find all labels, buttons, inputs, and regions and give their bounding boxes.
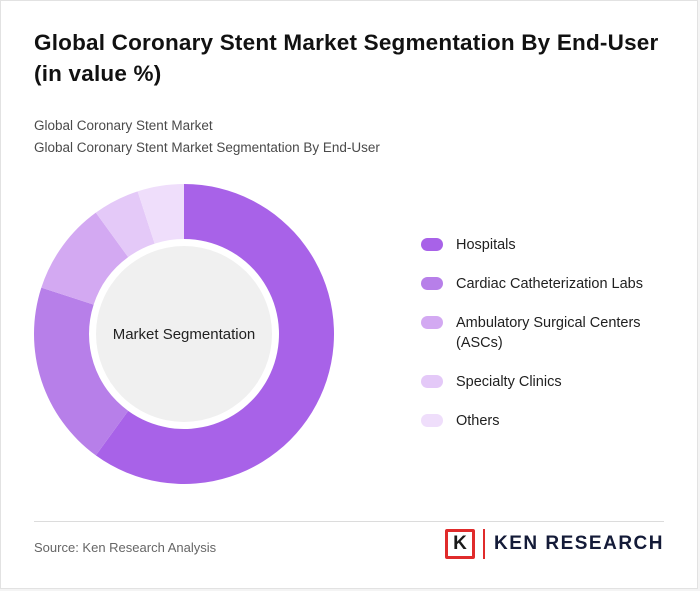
legend-item-ascs: Ambulatory Surgical Centers (ASCs) (421, 313, 679, 353)
donut-slice-2 (41, 212, 129, 305)
legend-swatch-cardiac-cath-labs (421, 277, 443, 290)
footer-divider (34, 521, 664, 522)
source-text: Source: Ken Research Analysis (34, 540, 217, 555)
legend-label-others: Others (456, 413, 500, 429)
subtitle-block: Global Coronary Stent Market Global Coro… (34, 115, 380, 160)
logo-wordmark: KEN RESEARCH (493, 533, 664, 554)
legend-label-specialty-clinics: Specialty Clinics (456, 374, 562, 390)
logo-k-icon: K (444, 529, 475, 559)
chart-legend: Hospitals Cardiac Catheterization Labs A… (421, 235, 679, 450)
legend-item-specialty-clinics: Specialty Clinics (421, 372, 679, 392)
donut-chart-svg (34, 184, 334, 484)
donut-center: Market Segmentation (96, 246, 272, 422)
legend-swatch-hospitals (421, 238, 443, 251)
legend-swatch-ascs (421, 316, 443, 329)
logo-divider-bar (482, 529, 485, 559)
subtitle-line-1: Global Coronary Stent Market (34, 118, 213, 133)
donut-slice-3 (95, 191, 155, 258)
page-title: Global Coronary Stent Market Segmentatio… (34, 30, 659, 87)
donut-center-label: Market Segmentation (112, 325, 256, 343)
legend-swatch-specialty-clinics (421, 375, 443, 388)
legend-label-ascs: Ambulatory Surgical Centers (ASCs) (456, 315, 641, 351)
donut-slice-0 (95, 184, 334, 484)
ken-research-logo: K KEN RESEARCH (444, 529, 664, 559)
legend-label-hospitals: Hospitals (456, 237, 516, 253)
legend-label-cardiac-cath-labs: Cardiac Catheterization Labs (456, 276, 643, 292)
donut-slice-4 (137, 184, 184, 244)
subtitle-line-2: Global Coronary Stent Market Segmentatio… (34, 140, 380, 156)
legend-swatch-others (421, 414, 443, 427)
legend-item-cardiac-cath-labs: Cardiac Catheterization Labs (421, 274, 679, 294)
legend-item-others: Others (421, 411, 679, 431)
donut-chart: Market Segmentation (34, 184, 334, 484)
legend-item-hospitals: Hospitals (421, 235, 679, 255)
donut-slice-1 (34, 287, 129, 456)
